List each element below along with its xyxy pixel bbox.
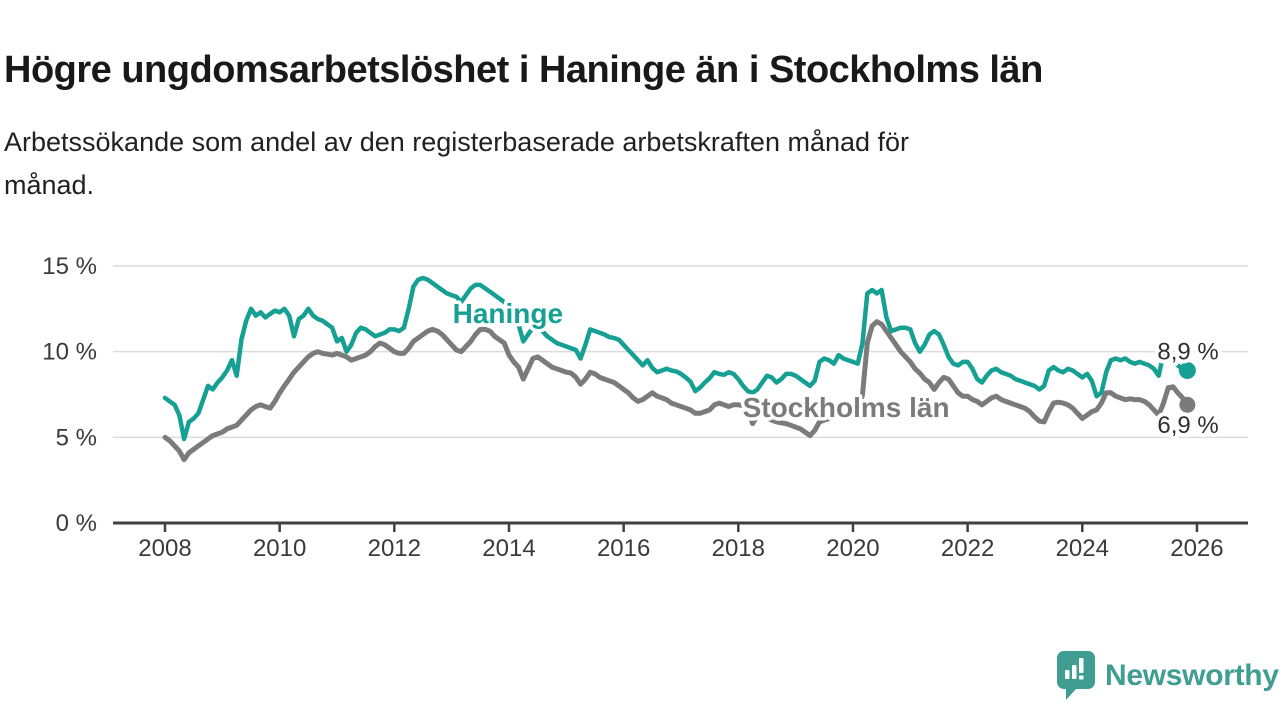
haninge-line <box>162 275 1190 442</box>
x-axis-tick-label: 2016 <box>597 535 650 562</box>
series-end-dot <box>1179 396 1196 413</box>
stockholm-end-value-label: 6,9 % <box>1157 412 1218 439</box>
page-title: Högre ungdomsarbetslöshet i Haninge än i… <box>4 49 1043 92</box>
x-axis-tick-label: 2024 <box>1056 535 1109 562</box>
x-axis-tick-label: 2012 <box>368 535 421 562</box>
chart-subtitle: Arbetssökande som andel av den registerb… <box>4 121 909 207</box>
newsworthy-logo-icon <box>1057 651 1095 700</box>
y-axis-tick-label: 15 % <box>42 253 97 280</box>
stockholm-line <box>162 319 1190 463</box>
x-axis-tick-label: 2008 <box>138 535 191 562</box>
newsworthy-logo: Newsworthy <box>1056 650 1279 702</box>
x-axis-tick-label: 2014 <box>482 535 535 562</box>
x-axis-tick-label: 2022 <box>941 535 994 562</box>
y-axis-tick-label: 0 % <box>56 510 97 537</box>
x-axis-tick-label: 2010 <box>253 535 306 562</box>
haninge-series-label: Haninge <box>453 298 563 329</box>
series-end-dot <box>1178 362 1196 380</box>
haninge-end-value-label: 8,9 % <box>1157 339 1218 366</box>
x-axis-tick-label: 2026 <box>1170 535 1223 562</box>
subtitle-line-2: månad. <box>4 170 95 200</box>
x-axis-tick-label: 2020 <box>826 535 879 562</box>
y-axis-tick-label: 10 % <box>42 339 97 366</box>
subtitle-line-1: Arbetssökande som andel av den registerb… <box>4 127 910 157</box>
stockholm-series-label: Stockholms län <box>743 392 950 423</box>
y-axis-tick-label: 5 % <box>56 424 97 451</box>
x-axis-tick-label: 2018 <box>712 535 765 562</box>
newsworthy-logo-text: Newsworthy <box>1105 659 1279 692</box>
